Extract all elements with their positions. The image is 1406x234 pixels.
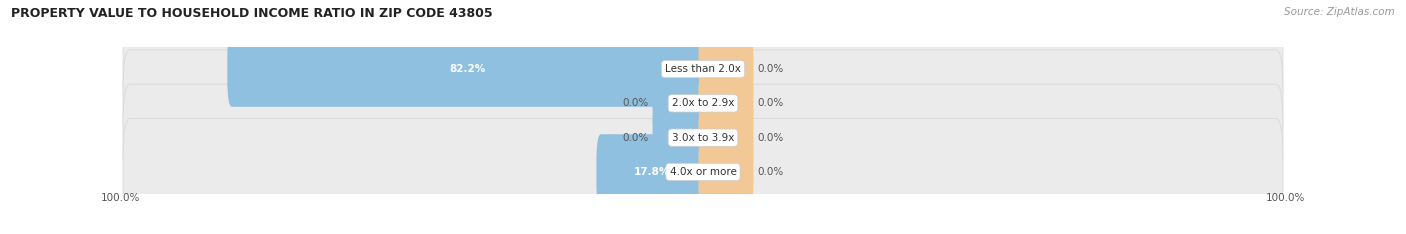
FancyBboxPatch shape	[122, 84, 1284, 191]
Text: 0.0%: 0.0%	[623, 133, 648, 143]
FancyBboxPatch shape	[228, 31, 707, 107]
FancyBboxPatch shape	[652, 66, 707, 141]
FancyBboxPatch shape	[122, 16, 1284, 123]
FancyBboxPatch shape	[699, 134, 754, 210]
Text: 4.0x or more: 4.0x or more	[669, 167, 737, 177]
FancyBboxPatch shape	[652, 100, 707, 175]
Text: 2.0x to 2.9x: 2.0x to 2.9x	[672, 98, 734, 108]
Text: 17.8%: 17.8%	[634, 167, 671, 177]
Text: Less than 2.0x: Less than 2.0x	[665, 64, 741, 74]
Text: 0.0%: 0.0%	[758, 98, 783, 108]
Text: 0.0%: 0.0%	[758, 167, 783, 177]
FancyBboxPatch shape	[122, 118, 1284, 225]
FancyBboxPatch shape	[596, 134, 707, 210]
Text: 100.0%: 100.0%	[101, 193, 141, 203]
Text: 82.2%: 82.2%	[450, 64, 485, 74]
Text: PROPERTY VALUE TO HOUSEHOLD INCOME RATIO IN ZIP CODE 43805: PROPERTY VALUE TO HOUSEHOLD INCOME RATIO…	[11, 7, 494, 20]
FancyBboxPatch shape	[699, 31, 754, 107]
Text: Source: ZipAtlas.com: Source: ZipAtlas.com	[1284, 7, 1395, 17]
FancyBboxPatch shape	[122, 50, 1284, 157]
Text: 0.0%: 0.0%	[758, 133, 783, 143]
Legend: Without Mortgage, With Mortgage: Without Mortgage, With Mortgage	[583, 231, 823, 234]
Text: 0.0%: 0.0%	[758, 64, 783, 74]
Text: 3.0x to 3.9x: 3.0x to 3.9x	[672, 133, 734, 143]
Text: 100.0%: 100.0%	[1265, 193, 1305, 203]
Text: 0.0%: 0.0%	[623, 98, 648, 108]
FancyBboxPatch shape	[699, 66, 754, 141]
FancyBboxPatch shape	[699, 100, 754, 175]
